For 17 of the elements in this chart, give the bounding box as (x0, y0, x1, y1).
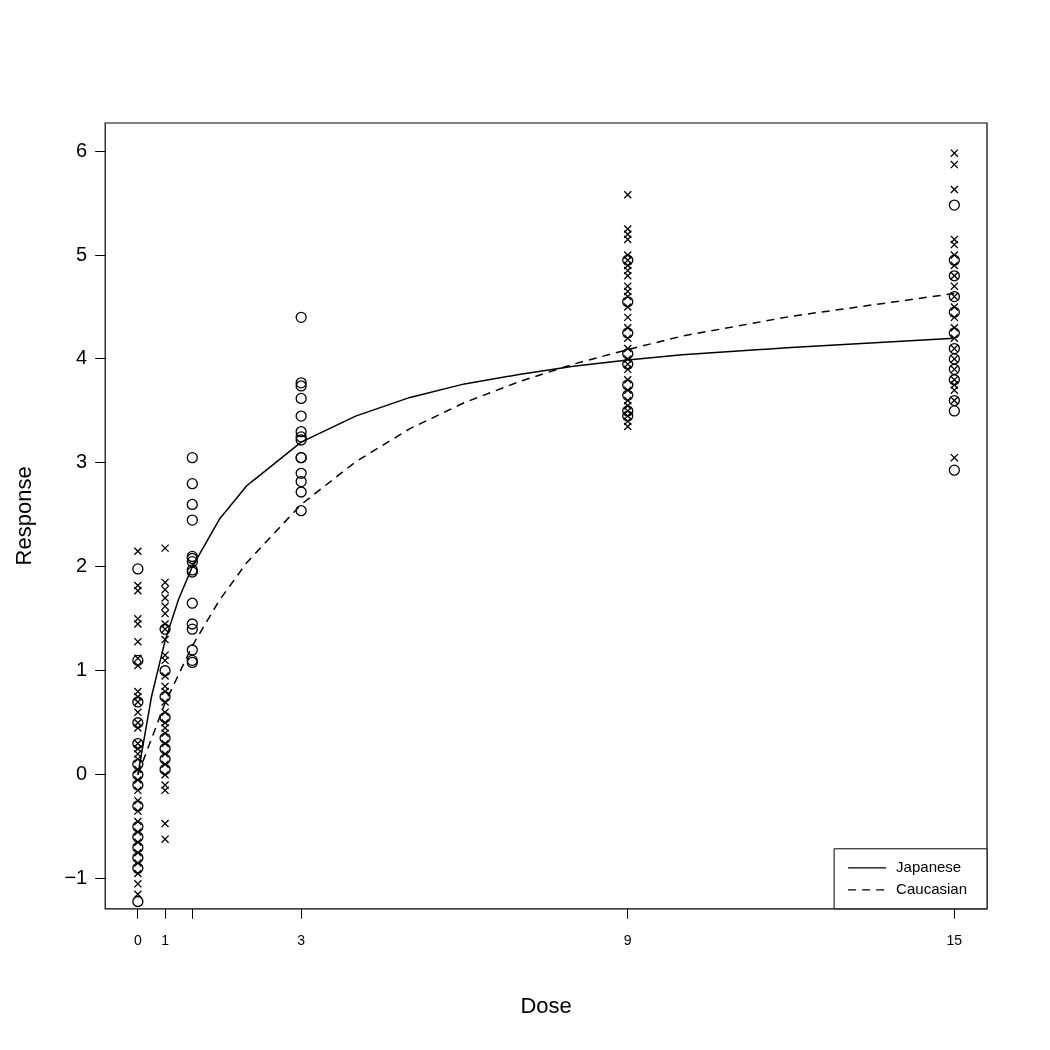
legend-label: Japanese (896, 857, 962, 875)
y-axis-title: Response (11, 466, 37, 566)
y-tick-label: 6 (76, 138, 88, 161)
y-tick-label: 1 (76, 658, 88, 681)
y-tick-label: 5 (76, 242, 88, 265)
y-tick-label: 4 (76, 346, 88, 369)
x-axis-title: Dose (520, 992, 572, 1018)
x-tick-label: 15 (946, 932, 963, 949)
x-tick-label: 0 (133, 932, 142, 949)
y-tick-label: 0 (76, 762, 88, 785)
x-tick-label: 9 (623, 932, 632, 949)
x-tick-label: 3 (297, 932, 306, 949)
x-tick-label: 1 (161, 932, 170, 949)
y-tick-label: 2 (76, 554, 88, 577)
legend-label: Caucasian (896, 879, 968, 897)
y-tick-label: 3 (76, 450, 88, 473)
y-tick-label: −1 (64, 866, 88, 889)
